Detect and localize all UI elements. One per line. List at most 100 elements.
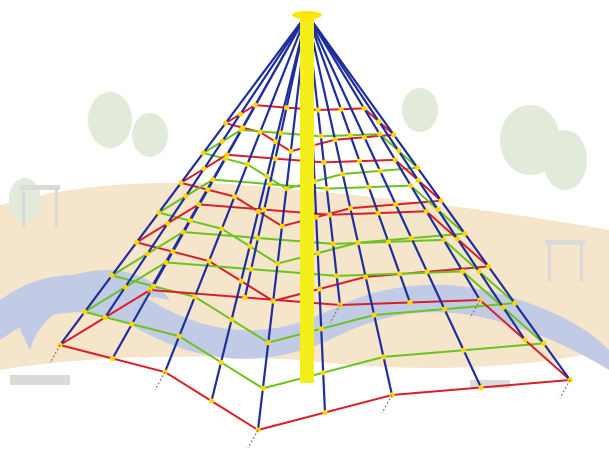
rope-connector	[415, 177, 421, 183]
main-rope-15	[149, 13, 308, 291]
main-rope-3	[163, 13, 309, 373]
rope-connector	[313, 214, 319, 220]
rope-connector	[156, 210, 162, 216]
rope-connector	[219, 226, 225, 232]
rope-connector	[363, 274, 369, 280]
rope-connector	[441, 237, 447, 243]
rope-connector	[260, 385, 266, 391]
main-rope-9	[306, 13, 571, 381]
rope-connector	[267, 181, 273, 187]
rope-connector	[283, 105, 290, 111]
rope-connector	[500, 304, 506, 310]
rope-connector	[82, 309, 88, 315]
rope-connector	[270, 298, 276, 304]
ground-anchor-7	[329, 304, 341, 324]
main-rope-12	[305, 13, 412, 303]
rope-connector	[393, 201, 399, 208]
rope-connector	[366, 184, 372, 190]
rope-connector	[272, 139, 279, 145]
rope-connector	[196, 201, 202, 207]
rope-connector	[327, 212, 333, 218]
rope-connector	[322, 409, 328, 416]
rope-connector	[205, 187, 211, 193]
rope-connector	[375, 210, 381, 216]
rope-connector	[315, 107, 321, 113]
rope-connector	[414, 165, 421, 171]
rope-connector	[407, 299, 413, 306]
rope-connector	[288, 148, 294, 154]
rope-connector	[206, 258, 212, 264]
rope-connector	[255, 208, 261, 214]
rope-connector	[321, 159, 327, 165]
main-rope-5	[256, 13, 309, 431]
rope-connector	[218, 359, 224, 365]
rope-connector	[238, 127, 244, 133]
main-rope-10	[306, 13, 526, 341]
rope-connectors	[57, 102, 573, 433]
rope-connector	[229, 317, 235, 323]
rope-connector	[380, 354, 387, 360]
rope-connector	[265, 340, 271, 346]
rope-connector	[283, 186, 289, 192]
main-rope-16	[104, 13, 308, 319]
rope-connector	[192, 294, 198, 300]
ground-anchors	[49, 289, 571, 449]
rope-connector	[355, 240, 361, 246]
rope-connector	[460, 268, 466, 274]
rope-connector	[461, 347, 467, 353]
rope-connector	[178, 180, 184, 186]
rope-connector	[248, 266, 254, 272]
rope-connector	[102, 314, 108, 321]
ground-anchor-5	[559, 379, 571, 399]
rope-connector	[408, 235, 414, 241]
rope-connector	[278, 130, 284, 136]
rope-connector	[438, 198, 444, 204]
rope-connector	[275, 261, 281, 267]
rope-connector	[315, 250, 321, 256]
rope-connector	[222, 120, 229, 126]
rope-connector	[424, 269, 430, 275]
rope-connector	[219, 138, 225, 145]
rope-connector	[377, 168, 383, 174]
rope-connector	[210, 177, 216, 183]
rope-connector	[238, 278, 244, 284]
rope-connector	[257, 129, 263, 135]
rope-connector	[334, 273, 340, 279]
rope-connector	[244, 161, 250, 167]
rope-connector	[340, 171, 346, 177]
rope-connector	[376, 119, 382, 125]
rope-connector	[541, 340, 547, 346]
rope-connector	[224, 152, 230, 158]
main-rope-7	[305, 13, 394, 396]
rope-connector	[356, 158, 363, 164]
rope-connector	[385, 239, 391, 245]
rope-connector	[332, 137, 338, 143]
rope-connector	[201, 166, 207, 172]
mast-top-cap	[292, 11, 322, 19]
rope-connector	[247, 243, 253, 249]
rope-connector	[512, 300, 518, 306]
rope-connector	[338, 106, 344, 112]
rope-connector	[330, 241, 336, 247]
rope-connector	[408, 183, 414, 189]
ground-anchor-4	[381, 394, 393, 414]
background-benches-swings	[10, 185, 585, 388]
rope-connector	[222, 156, 228, 162]
rope-connector	[423, 208, 429, 214]
background-path-loop	[20, 270, 170, 350]
rope-connector	[476, 268, 482, 275]
rope-connector	[129, 321, 135, 327]
rope-connector	[180, 229, 186, 235]
ground-anchor-8	[139, 289, 151, 309]
main-rope-11	[306, 13, 481, 301]
rope-connector	[176, 333, 182, 339]
rope-connector	[371, 312, 377, 318]
ground-anchor-6	[469, 299, 481, 319]
rope-connector	[183, 193, 189, 199]
main-rope-1	[59, 13, 308, 346]
main-rope-4	[210, 13, 309, 402]
rope-connector	[208, 398, 215, 404]
rope-connector	[318, 326, 324, 332]
rope-connector	[361, 105, 367, 111]
rope-connector	[396, 148, 402, 154]
